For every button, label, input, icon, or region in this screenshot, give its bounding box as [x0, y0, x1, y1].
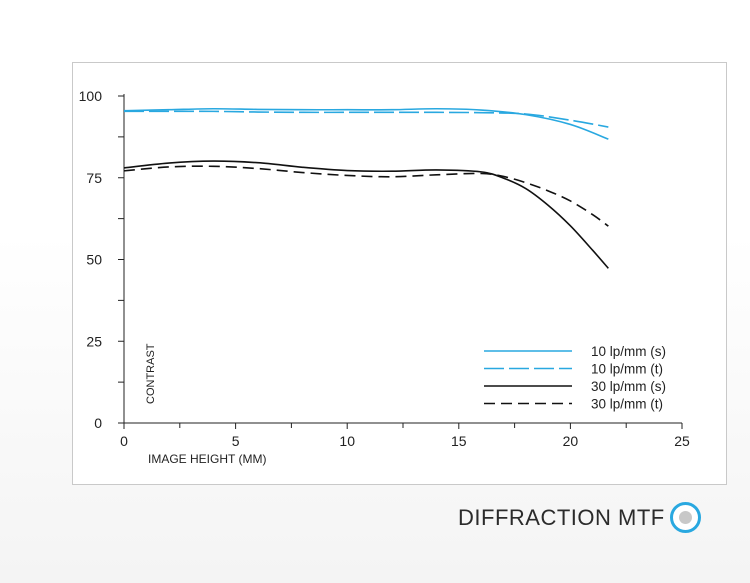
y-tick-label: 0 [94, 415, 102, 431]
y-tick-label: 100 [79, 88, 103, 104]
legend-label-1: 10 lp/mm (s) [591, 344, 666, 359]
axes: 0 25 50 75 100 0 5 10 15 20 25 [79, 88, 690, 449]
toggle-dot [679, 511, 692, 524]
y-tick-label: 50 [86, 252, 102, 268]
x-tick-label: 0 [120, 433, 128, 449]
y-tick-label: 75 [86, 170, 102, 186]
x-tick-label: 10 [339, 433, 355, 449]
series-line-3 [123, 160, 609, 269]
series-line-1 [123, 107, 609, 140]
legend-label-2: 10 lp/mm (t) [591, 362, 663, 377]
series-line-4 [123, 165, 609, 227]
legend-label-3: 30 lp/mm (s) [591, 379, 666, 394]
series-lines [123, 107, 609, 269]
radio-toggle-icon[interactable] [670, 502, 701, 533]
x-tick-label: 20 [563, 433, 579, 449]
series-line-2 [123, 110, 609, 128]
y-tick-label: 25 [86, 333, 102, 349]
chart-caption: DIFFRACTION MTF [458, 505, 665, 530]
x-axis-label: IMAGE HEIGHT (MM) [148, 452, 266, 466]
x-tick-label: 25 [674, 433, 690, 449]
x-tick-label: 5 [232, 433, 240, 449]
legend-label-4: 30 lp/mm (t) [591, 397, 663, 412]
chart-frame [72, 62, 727, 485]
y-axis-label: CONTRAST [145, 343, 157, 404]
legend: 10 lp/mm (s) 10 lp/mm (t) 30 lp/mm (s) 30 l… [484, 344, 666, 412]
x-tick-label: 15 [451, 433, 467, 449]
